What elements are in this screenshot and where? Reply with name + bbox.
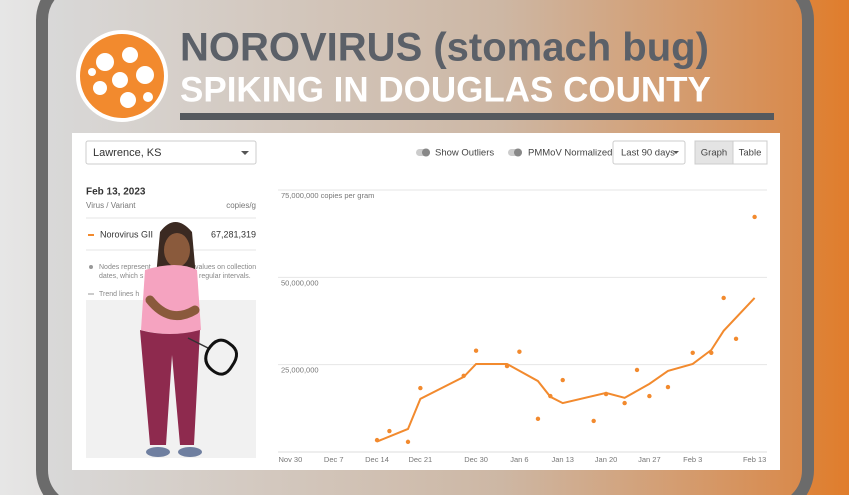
data-point	[665, 384, 671, 390]
x-tick-label: Jan 20	[595, 455, 618, 464]
headline: NOROVIRUS (stomach bug)	[180, 26, 709, 70]
note: values on collection	[195, 264, 256, 271]
x-tick-label: Jan 6	[510, 455, 528, 464]
column-header: copies/g	[226, 201, 256, 210]
data-point	[560, 377, 565, 383]
column-header: Virus / Variant	[86, 201, 136, 210]
location-text: Lawrence, KS	[93, 147, 161, 159]
data-point	[374, 437, 380, 443]
data-point	[647, 393, 652, 399]
variant-value: 67,281,319	[211, 229, 256, 239]
data-point	[387, 428, 392, 434]
data-point	[709, 350, 714, 355]
legend-entry: Norovirus GII	[100, 229, 153, 239]
range-label: Last 90 days	[621, 148, 675, 159]
y-tick-label: 50,000,000	[281, 278, 319, 287]
data-point	[504, 363, 510, 369]
note: Nodes represent	[99, 264, 151, 271]
x-tick-label: Feb 3	[683, 455, 702, 464]
plot: 25,000,000 50,000,000 75,000,000 copies pe…	[278, 189, 767, 464]
data-point	[634, 367, 640, 373]
trend-line	[376, 297, 756, 443]
x-tick-label: Dec 30	[464, 455, 488, 464]
dropdown-caret	[673, 151, 679, 154]
data-point	[690, 350, 695, 355]
y-tick-label: 25,000,000	[281, 366, 319, 375]
headline-rule	[180, 113, 774, 120]
range-dropdown[interactable]	[612, 140, 686, 165]
data-point	[603, 391, 609, 397]
dropdown-caret	[241, 151, 249, 155]
note: Trend lines h	[99, 291, 139, 298]
sidebar-date: Feb 13, 2023	[86, 187, 146, 198]
data-point	[461, 373, 466, 379]
data-point	[548, 393, 553, 399]
data-point	[721, 295, 726, 301]
illustration	[86, 222, 256, 458]
table-button[interactable]	[732, 140, 768, 165]
data-point	[752, 214, 757, 220]
toggle-knob	[422, 148, 430, 157]
data-point	[622, 400, 627, 406]
note: regular intervals.	[199, 273, 251, 280]
table-label: Table	[739, 148, 762, 159]
toggle-knob	[514, 148, 522, 157]
note: dates, which s	[99, 273, 144, 280]
data-point	[733, 336, 739, 342]
note-bullet	[89, 265, 93, 269]
x-tick-label: Jan 13	[551, 455, 574, 464]
y-tick-label: 75,000,000 copies per gram	[281, 191, 374, 200]
virus-icon	[76, 30, 168, 122]
outliers-label: Show Outliers	[435, 148, 494, 159]
x-tick-label: Dec 21	[408, 455, 432, 464]
x-tick-label: Feb 13	[743, 455, 766, 464]
data-point	[405, 439, 411, 445]
x-tick-label: Nov 30	[278, 455, 302, 464]
normalized-label: PMMoV Normalized	[528, 148, 612, 159]
subheadline: SPIKING IN DOUGLAS COUNTY	[180, 70, 711, 109]
data-point	[517, 349, 522, 354]
data-point	[535, 416, 541, 422]
graph-label: Graph	[701, 148, 727, 159]
location-dropdown[interactable]	[85, 140, 257, 165]
x-tick-label: Jan 27	[638, 455, 661, 464]
x-tick-label: Dec 14	[365, 455, 389, 464]
data-point	[591, 418, 596, 424]
data-point	[473, 348, 479, 353]
data-point	[418, 385, 423, 391]
x-tick-label: Dec 7	[324, 455, 344, 464]
